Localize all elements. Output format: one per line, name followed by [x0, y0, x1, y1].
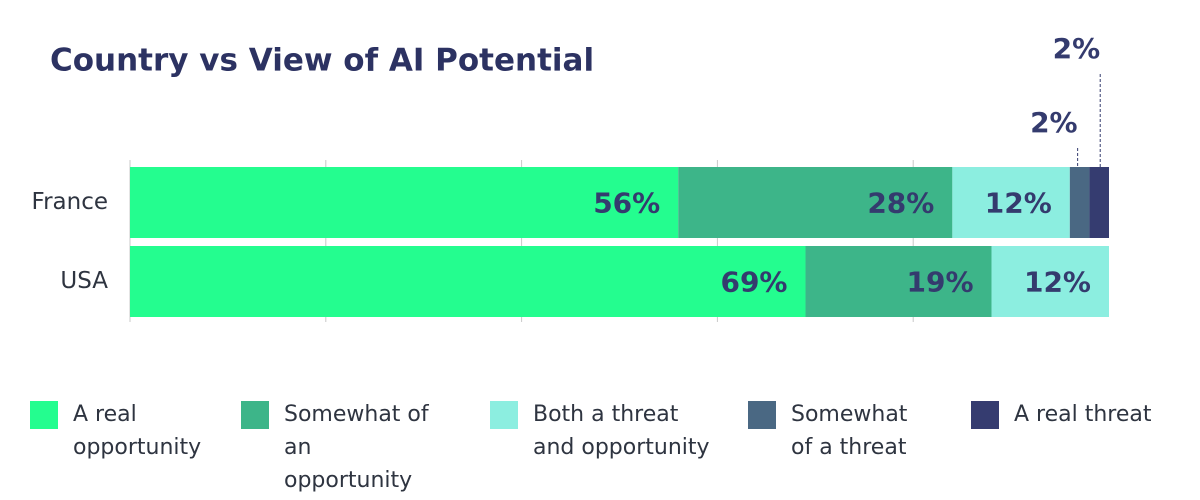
- bar-segment: [1089, 167, 1109, 238]
- bar-segment: [130, 246, 806, 317]
- legend-label: A real opportunity: [73, 402, 202, 460]
- bar-segment: [952, 167, 1070, 238]
- legend-item: Both a threat and opportunity: [490, 398, 715, 464]
- data-label: 19%: [906, 266, 973, 299]
- legend-swatch: [241, 401, 269, 429]
- legend-swatch: [748, 401, 776, 429]
- bar-segment: [130, 167, 679, 238]
- data-label: 12%: [1024, 266, 1091, 299]
- legend-label: Somewhat of a threat: [791, 402, 908, 460]
- legend-label: Both a threat and opportunity: [533, 402, 710, 460]
- legend-label: A real threat: [1014, 402, 1152, 427]
- bar-segment: [678, 167, 953, 238]
- legend-swatch: [30, 401, 58, 429]
- data-label: 12%: [985, 187, 1052, 220]
- legend-swatch: [971, 401, 999, 429]
- chart-title: Country vs View of AI Potential: [50, 43, 594, 79]
- data-label: 69%: [720, 266, 787, 299]
- legend-item: Somewhat of a threat: [748, 398, 926, 464]
- legend-item: A real opportunity: [30, 398, 208, 464]
- bar-segment: [1069, 167, 1090, 238]
- legend-item: Somewhat of an opportunity: [241, 398, 434, 497]
- data-label: 2%: [1030, 106, 1078, 139]
- chart: Country vs View of AI Potential France 56…: [32, 32, 1109, 322]
- data-label: 2%: [1053, 32, 1101, 65]
- y-tick-label: USA: [60, 268, 108, 294]
- data-label: 28%: [867, 187, 934, 220]
- bar-segment: [991, 246, 1109, 317]
- y-tick-label: France: [32, 189, 108, 215]
- data-label: 56%: [593, 187, 660, 220]
- legend-swatch: [490, 401, 518, 429]
- legend-item: A real threat: [971, 398, 1200, 431]
- bar-segment: [805, 246, 992, 317]
- legend: A real opportunity Somewhat of an opportu…: [0, 398, 1200, 493]
- legend-label: Somewhat of an opportunity: [284, 402, 429, 493]
